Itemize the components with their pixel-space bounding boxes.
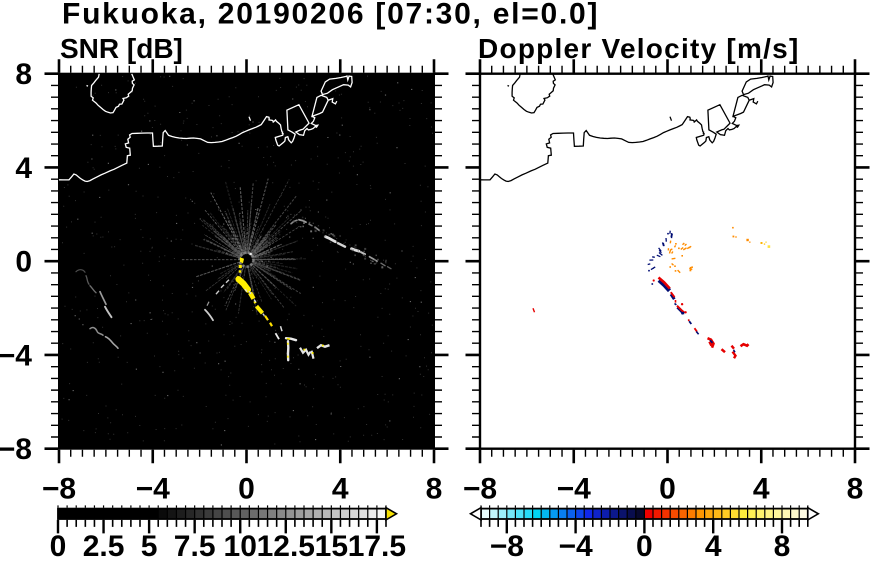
svg-text:12.5: 12.5 [257,530,315,563]
svg-text:−4: −4 [557,472,592,505]
svg-text:4: 4 [332,472,349,505]
svg-text:−4: −4 [0,339,32,372]
svg-text:8: 8 [774,530,791,563]
svg-text:0: 0 [15,246,32,279]
svg-text:−4: −4 [558,530,593,563]
svg-text:15: 15 [315,530,348,563]
svg-text:−8: −8 [42,472,76,505]
svg-text:2.5: 2.5 [83,530,125,563]
svg-text:5: 5 [141,530,158,563]
svg-text:SNR [dB]: SNR [dB] [60,33,183,64]
svg-text:8: 8 [426,472,443,505]
svg-text:−4: −4 [136,472,171,505]
svg-text:0: 0 [659,472,676,505]
svg-text:−8: −8 [490,530,524,563]
svg-text:4: 4 [705,530,722,563]
svg-text:8: 8 [15,58,32,91]
svg-text:17.5: 17.5 [348,530,406,563]
svg-text:7.5: 7.5 [174,530,216,563]
svg-text:10: 10 [224,530,257,563]
svg-text:Fukuoka, 20190206 [07:30, el=0: Fukuoka, 20190206 [07:30, el=0.0] [62,0,599,31]
svg-text:4: 4 [15,152,32,185]
svg-text:Doppler Velocity [m/s]: Doppler Velocity [m/s] [478,33,800,64]
svg-text:8: 8 [847,472,864,505]
svg-text:0: 0 [50,530,67,563]
svg-text:0: 0 [238,472,255,505]
svg-text:0: 0 [636,530,653,563]
svg-text:−8: −8 [0,433,32,466]
svg-text:−8: −8 [463,472,497,505]
svg-text:4: 4 [753,472,770,505]
